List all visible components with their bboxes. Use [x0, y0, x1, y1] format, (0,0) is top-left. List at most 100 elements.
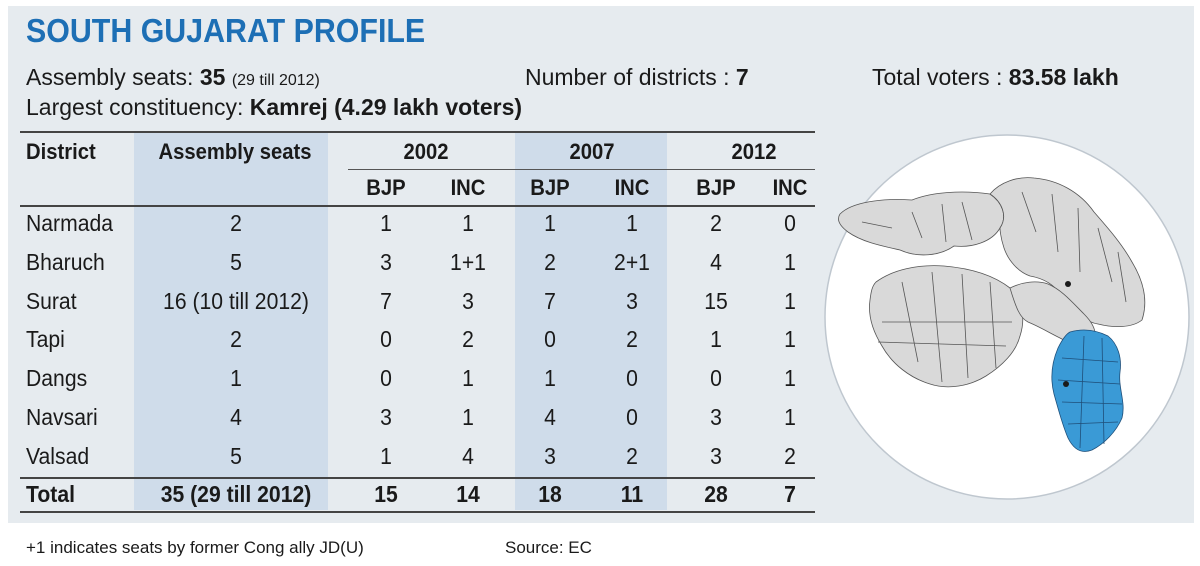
- table-cell-dangs-i02: 1: [462, 365, 474, 391]
- table-cell-tapi-b02: 0: [380, 326, 392, 352]
- table-total-seats: 35 (29 till 2012): [160, 481, 312, 507]
- largest-constituency-label: Largest constituency:: [26, 94, 250, 120]
- gujarat-map-svg: [824, 134, 1190, 500]
- table-cell-bharuch-i07: 2+1: [614, 249, 650, 275]
- table-cell-narmada-i07: 1: [626, 210, 638, 236]
- voters-info: Total voters : 83.58 lakh: [872, 64, 1119, 91]
- table-cell-tapi-i02: 2: [462, 326, 474, 352]
- table-cell-navsari-b07: 4: [544, 404, 556, 430]
- table-top-rule: [20, 131, 815, 133]
- table-cell-dangs-b12: 0: [710, 365, 722, 391]
- table-cell-bharuch-b12: 4: [710, 249, 722, 275]
- table-cell-narmada-district: Narmada: [26, 210, 114, 236]
- table-cell-surat-i07: 3: [626, 288, 638, 314]
- ahmedabad-dot-icon: [1065, 281, 1071, 287]
- districts-label: Number of districts :: [525, 64, 736, 90]
- table-cell-surat-b12: 15: [704, 288, 728, 314]
- table-cell-valsad-i07: 2: [626, 443, 638, 469]
- assembly-seats-info: Assembly seats: 35 (29 till 2012): [26, 64, 320, 91]
- table-cell-valsad-b12: 3: [710, 443, 722, 469]
- gujarat-districts-grey: [838, 177, 1146, 388]
- table-cell-valsad-i02: 4: [462, 443, 474, 469]
- header-2007: 2007: [569, 139, 615, 164]
- surat-dot-icon: [1063, 381, 1069, 387]
- table-cell-narmada-i12: 0: [784, 210, 796, 236]
- header-bjp-2002: BJP: [366, 175, 406, 200]
- table-cell-narmada-i02: 1: [462, 210, 474, 236]
- header-bottom-rule: [20, 205, 815, 207]
- table-cell-narmada-b07: 1: [544, 210, 556, 236]
- header-2012: 2012: [731, 139, 777, 164]
- table-cell-dangs-i07: 0: [626, 365, 638, 391]
- table-cell-tapi-b12: 1: [710, 326, 722, 352]
- table-total-b02: 15: [374, 481, 398, 507]
- table-cell-navsari-i02: 1: [462, 404, 474, 430]
- gujarat-map: [822, 132, 1192, 502]
- table-cell-bharuch-district: Bharuch: [26, 249, 105, 275]
- table-cell-navsari-b02: 3: [380, 404, 392, 430]
- largest-constituency-info: Largest constituency: Kamrej (4.29 lakh …: [26, 94, 522, 121]
- table-cell-narmada-b12: 2: [710, 210, 722, 236]
- assembly-seats-note: (29 till 2012): [231, 72, 320, 89]
- year-2007-column-band: [515, 132, 667, 510]
- table-total-district: Total: [26, 481, 75, 507]
- table-cell-valsad-seats: 5: [230, 443, 242, 469]
- table-cell-bharuch-i12: 1: [784, 249, 796, 275]
- table-cell-surat-i02: 3: [462, 288, 474, 314]
- header-bjp-2012: BJP: [696, 175, 736, 200]
- table-cell-narmada-seats: 2: [230, 210, 242, 236]
- header-district: District: [26, 139, 96, 164]
- total-top-rule: [20, 477, 815, 479]
- table-cell-surat-district: Surat: [26, 288, 77, 314]
- header-bjp-2007: BJP: [530, 175, 570, 200]
- table-cell-navsari-i12: 1: [784, 404, 796, 430]
- seats-column-band: [134, 132, 328, 510]
- table-cell-tapi-i07: 2: [626, 326, 638, 352]
- largest-constituency-value: Kamrej (4.29 lakh voters): [249, 94, 523, 120]
- voters-value: 83.58 lakh: [1008, 64, 1119, 90]
- table-cell-tapi-i12: 1: [784, 326, 796, 352]
- table-cell-bharuch-b07: 2: [544, 249, 556, 275]
- footnote-ally: +1 indicates seats by former Cong ally J…: [26, 538, 364, 557]
- table-cell-bharuch-b02: 3: [380, 249, 392, 275]
- table-cell-surat-seats: 16 (10 till 2012): [163, 288, 309, 314]
- table-bottom-rule: [20, 511, 815, 513]
- infographic-title: SOUTH GUJARAT PROFILE: [26, 12, 426, 49]
- assembly-seats-value: 35: [199, 64, 226, 90]
- table-cell-navsari-district: Navsari: [26, 404, 98, 430]
- table-cell-surat-b02: 7: [380, 288, 392, 314]
- year-header-rule: [348, 169, 815, 170]
- districts-info: Number of districts : 7: [525, 64, 749, 91]
- table-cell-surat-b07: 7: [544, 288, 556, 314]
- table-cell-dangs-seats: 1: [230, 365, 242, 391]
- footnote-source: Source: EC: [505, 538, 592, 557]
- header-2002: 2002: [403, 139, 449, 164]
- header-inc-2007: INC: [614, 175, 650, 200]
- table-total-b07: 18: [538, 481, 562, 507]
- table-cell-dangs-district: Dangs: [26, 365, 88, 391]
- header-inc-2002: INC: [450, 175, 486, 200]
- table-total-i12: 7: [784, 481, 796, 507]
- table-total-b12: 28: [704, 481, 728, 507]
- table-cell-navsari-seats: 4: [230, 404, 242, 430]
- table-cell-narmada-b02: 1: [380, 210, 392, 236]
- south-gujarat-highlight: [1051, 329, 1124, 452]
- districts-value: 7: [735, 64, 749, 90]
- header-inc-2012: INC: [772, 175, 808, 200]
- table-total-i07: 11: [620, 481, 644, 507]
- table-cell-valsad-b02: 1: [380, 443, 392, 469]
- table-cell-dangs-i12: 1: [784, 365, 796, 391]
- table-cell-tapi-b07: 0: [544, 326, 556, 352]
- table-cell-valsad-b07: 3: [544, 443, 556, 469]
- table-cell-navsari-b12: 3: [710, 404, 722, 430]
- voters-label: Total voters :: [872, 64, 1009, 90]
- table-cell-tapi-seats: 2: [230, 326, 242, 352]
- table-cell-bharuch-seats: 5: [230, 249, 242, 275]
- table-cell-valsad-district: Valsad: [26, 443, 90, 469]
- table-cell-dangs-b07: 1: [544, 365, 556, 391]
- table-cell-tapi-district: Tapi: [26, 326, 65, 352]
- header-assembly-seats: Assembly seats: [158, 139, 312, 164]
- table-cell-navsari-i07: 0: [626, 404, 638, 430]
- table-cell-dangs-b02: 0: [380, 365, 392, 391]
- table-cell-surat-i12: 1: [784, 288, 796, 314]
